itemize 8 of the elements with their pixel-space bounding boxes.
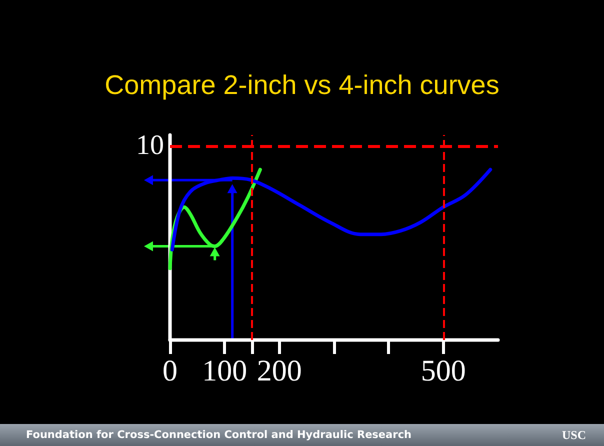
chart-title: Compare 2-inch vs 4-inch curves (104, 70, 500, 101)
x-tick-label: 0 (162, 354, 178, 388)
x-tick-label: 500 (420, 354, 466, 388)
text: Foundation for Cross-Connection Control and Hydraulic Research (26, 429, 412, 441)
text: 10 (136, 130, 164, 162)
x-tick-label: 200 (256, 354, 302, 388)
text: USC (562, 428, 586, 442)
x-tick-label: 100 (202, 354, 248, 388)
